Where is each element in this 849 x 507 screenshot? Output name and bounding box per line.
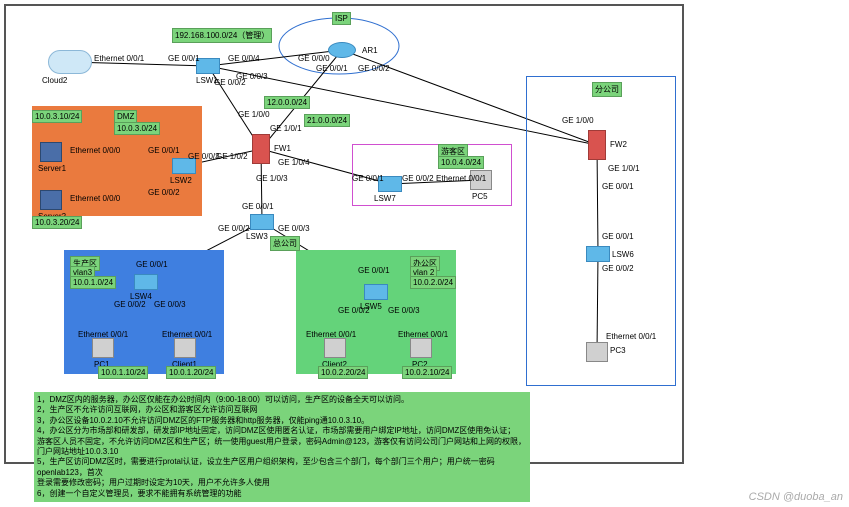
- net-tag: 12.0.0.0/24: [264, 96, 310, 109]
- port-label: GE 0/0/1: [602, 232, 634, 241]
- note-line: 2，生产区不允许访问互联网，办公区和游客区允许访问互联网: [37, 405, 527, 415]
- net-tag: 总公司: [270, 236, 300, 251]
- net-tag: 10.0.1.0/24: [70, 276, 116, 289]
- device-lsw3[interactable]: [250, 214, 274, 230]
- port-label: GE 0/0/2: [402, 174, 434, 183]
- port-label: Ethernet 0/0/0: [70, 194, 120, 203]
- port-label: GE 0/0/1: [136, 260, 168, 269]
- port-label: Ethernet 0/0/1: [606, 332, 656, 341]
- port-label: GE 1/0/4: [278, 158, 310, 167]
- diagram-canvas: Cloud2AR1LSW1LSW2LSW3LSW4LSW5LSW6LSW7FW1…: [4, 4, 684, 464]
- device-ar1[interactable]: [328, 42, 356, 58]
- device-label: AR1: [362, 46, 378, 55]
- device-lsw5[interactable]: [364, 284, 388, 300]
- device-lsw4[interactable]: [134, 274, 158, 290]
- device-pc2[interactable]: [410, 338, 432, 358]
- device-server2[interactable]: [40, 190, 62, 210]
- port-label: Ethernet 0/0/1: [398, 330, 448, 339]
- note-line: 6，创建一个自定义管理员，要求不能拥有系统管理的功能: [37, 489, 527, 499]
- port-label: GE 0/0/2: [358, 64, 390, 73]
- note-line: 5，生产区访问DMZ区时，需要进行protal认证，设立生产区用户组织架构，至少…: [37, 457, 527, 478]
- port-label: Ethernet 0/0/1: [162, 330, 212, 339]
- port-label: GE 1/0/1: [270, 124, 302, 133]
- port-label: Ethernet 0/0/1: [306, 330, 356, 339]
- net-tag: 10.0.2.0/24: [410, 276, 456, 289]
- net-tag: 10.0.3.0/24: [114, 122, 160, 135]
- net-tag: 10.0.4.0/24: [438, 156, 484, 169]
- port-label: GE 0/0/1: [242, 202, 274, 211]
- device-label: LSW6: [612, 250, 634, 259]
- port-label: GE 0/0/3: [154, 300, 186, 309]
- net-tag: ISP: [332, 12, 351, 25]
- port-label: GE 0/0/1: [358, 266, 390, 275]
- port-label: GE 0/0/3: [188, 152, 220, 161]
- port-label: Ethernet 0/0/1: [436, 174, 486, 183]
- device-label: Cloud2: [42, 76, 67, 85]
- device-label: FW2: [610, 140, 627, 149]
- port-label: Ethernet 0/0/1: [94, 54, 144, 63]
- device-label: PC3: [610, 346, 626, 355]
- port-label: Ethernet 0/0/1: [78, 330, 128, 339]
- device-cloud2[interactable]: [48, 50, 92, 74]
- device-server1[interactable]: [40, 142, 62, 162]
- net-tag: 10.0.3.10/24: [32, 110, 82, 123]
- net-tag: 10.0.2.20/24: [318, 366, 368, 379]
- port-label: GE 0/0/1: [168, 54, 200, 63]
- net-tag: 10.0.1.20/24: [166, 366, 216, 379]
- device-label: FW1: [274, 144, 291, 153]
- notes-block: 1，DMZ区内的服务器，办公区仅能在办公时间内（9:00-18:00）可以访问，…: [34, 392, 530, 502]
- net-tag: 192.168.100.0/24（管理）: [172, 28, 272, 43]
- port-label: GE 0/0/1: [352, 174, 384, 183]
- device-label: Server1: [38, 164, 66, 173]
- port-label: GE 0/0/1: [602, 182, 634, 191]
- port-label: GE 0/0/2: [114, 300, 146, 309]
- net-tag: 10.0.2.10/24: [402, 366, 452, 379]
- port-label: GE 0/0/2: [148, 188, 180, 197]
- net-tag: 10.0.1.10/24: [98, 366, 148, 379]
- port-label: GE 0/0/0: [298, 54, 330, 63]
- device-label: LSW3: [246, 232, 268, 241]
- note-line: 登录需要修改密码；用户过期时设定为10天，用户不允许多人使用: [37, 478, 527, 488]
- port-label: GE 1/0/1: [608, 164, 640, 173]
- device-pc3[interactable]: [586, 342, 608, 362]
- port-label: GE 1/0/3: [256, 174, 288, 183]
- net-tag: 分公司: [592, 82, 622, 97]
- note-line: 游客区人员不固定，不允许访问DMZ区和生产区；统一使用guest用户登录，密码A…: [37, 437, 527, 458]
- port-label: Ethernet 0/0/0: [70, 146, 120, 155]
- port-label: GE 0/0/1: [148, 146, 180, 155]
- device-label: LSW7: [374, 194, 396, 203]
- device-fw2[interactable]: [588, 130, 606, 160]
- port-label: GE 0/0/3: [278, 224, 310, 233]
- port-label: GE 0/0/2: [602, 264, 634, 273]
- port-label: GE 1/0/0: [238, 110, 270, 119]
- device-pc1[interactable]: [92, 338, 114, 358]
- port-label: GE 0/0/1: [316, 64, 348, 73]
- port-label: GE 0/0/4: [228, 54, 260, 63]
- port-label: GE 0/0/3: [388, 306, 420, 315]
- port-label: GE 0/0/2: [338, 306, 370, 315]
- port-label: GE 0/0/3: [236, 72, 268, 81]
- device-client2[interactable]: [324, 338, 346, 358]
- device-fw1[interactable]: [252, 134, 270, 164]
- port-label: GE 1/0/2: [216, 152, 248, 161]
- device-lsw6[interactable]: [586, 246, 610, 262]
- net-tag: 10.0.3.20/24: [32, 216, 82, 229]
- note-line: 1，DMZ区内的服务器，办公区仅能在办公时间内（9:00-18:00）可以访问，…: [37, 395, 527, 405]
- port-label: GE 1/0/0: [562, 116, 594, 125]
- net-tag: 21.0.0.0/24: [304, 114, 350, 127]
- device-label: LSW2: [170, 176, 192, 185]
- watermark: CSDN @duoba_an: [749, 491, 843, 503]
- port-label: GE 0/0/2: [218, 224, 250, 233]
- device-client1[interactable]: [174, 338, 196, 358]
- note-line: 4，办公区分为市场部和研发部，研发部IP地址固定，访问DMZ区使用匿名认证，市场…: [37, 426, 527, 436]
- note-line: 3，办公区设备10.0.2.10不允许访问DMZ区的FTP服务器和http服务器…: [37, 416, 527, 426]
- device-label: PC5: [472, 192, 488, 201]
